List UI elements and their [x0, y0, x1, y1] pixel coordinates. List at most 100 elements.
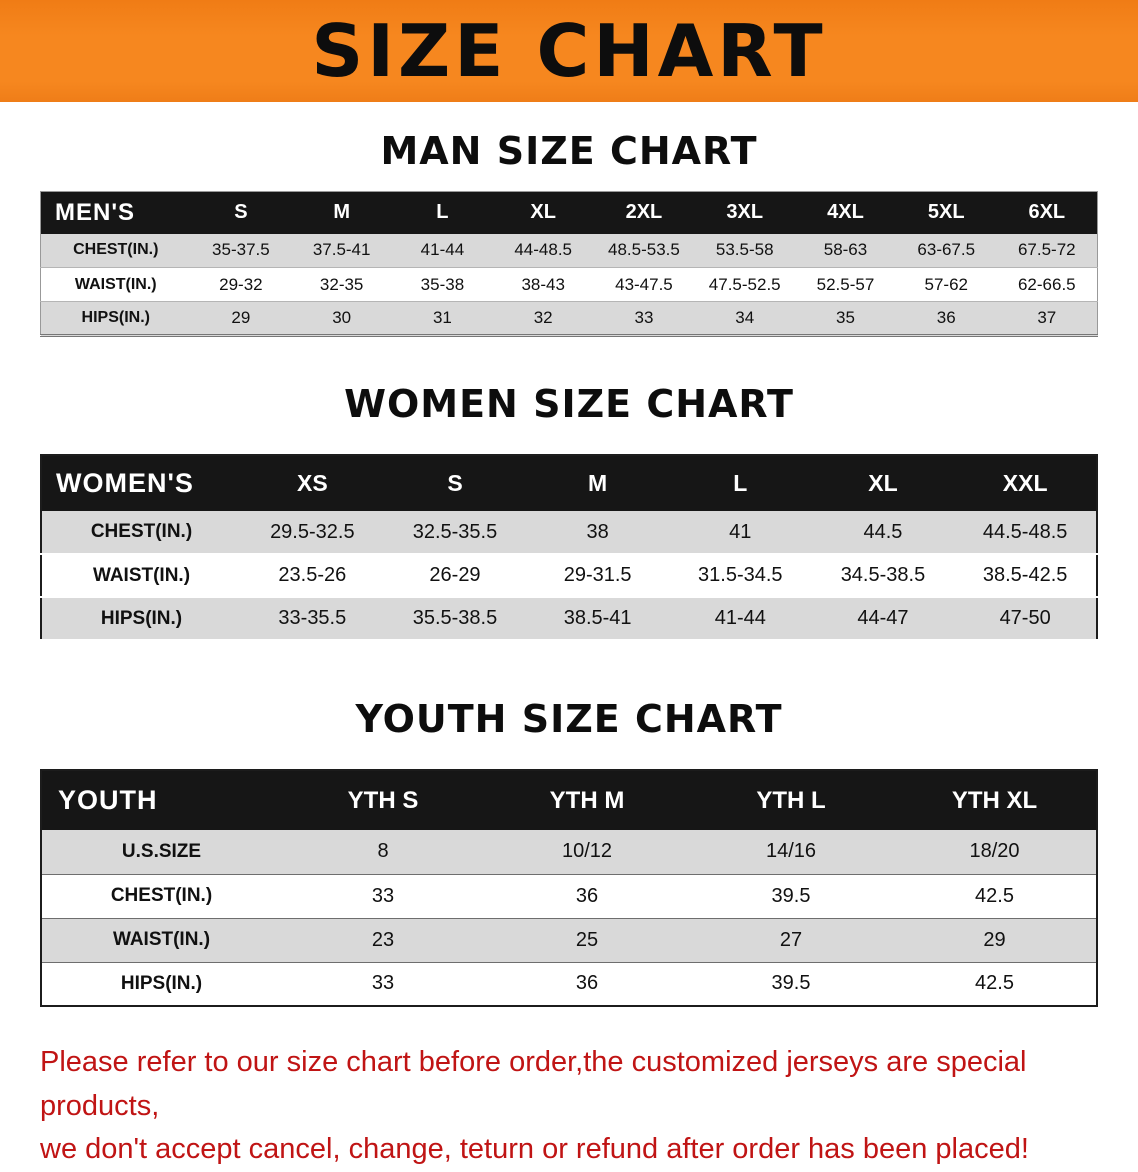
size-value-cell: 42.5	[975, 972, 1014, 995]
measurement-row: WAIST(IN.) 29-32 32-35 35-38 38-43 43-47.5 47.…	[40, 267, 1098, 302]
size-column-header: M	[526, 455, 669, 511]
size-column-header: XXL	[954, 455, 1097, 511]
size-value-cell: 63-67.5	[917, 240, 976, 260]
size-value-cell: 52.5-57	[816, 274, 875, 294]
man-size-chart-section: MAN SIZE CHART MEN'S S M L XL 2XL 3XL 4XL 5XL 6XL…	[0, 129, 1138, 337]
size-column-header: S	[190, 191, 292, 234]
size-value-cell: 35-37.5	[212, 240, 270, 260]
row-label: HIPS(IN.)	[100, 607, 183, 629]
size-value-cell: 14/16	[765, 840, 817, 863]
size-column-header: YTH XL	[893, 770, 1097, 830]
size-value-cell: 67.5-72	[1017, 240, 1076, 260]
size-value-cell: 29.5-32.5	[270, 520, 355, 543]
size-column-header: XL	[492, 191, 594, 234]
measurement-row: HIPS(IN.) 33 36 39.5 42.5	[41, 962, 1097, 1006]
size-value-cell: 44-48.5	[514, 240, 573, 260]
size-value-cell: 29-31.5	[563, 564, 632, 586]
measurement-row: U.S.SIZE 8 10/12 14/16 18/20	[41, 830, 1097, 874]
measurement-row: WAIST(IN.) 23.5-26 26-29 29-31.5 31.5-34.5 34…	[41, 554, 1097, 597]
size-value-cell: 32-35	[319, 274, 364, 294]
size-value-cell: 23.5-26	[278, 564, 347, 586]
youth-size-chart-section: YOUTH SIZE CHART YOUTH YTH S YTH M YTH L YTH…	[0, 697, 1138, 1007]
page-title: SIZE CHART	[311, 9, 827, 93]
man-size-chart-heading: MAN SIZE CHART	[380, 129, 758, 173]
size-value-cell: 18/20	[969, 840, 1020, 863]
size-column-header: L	[668, 455, 812, 511]
table-title-cell: WOMEN'S	[41, 455, 241, 511]
size-value-cell: 58-63	[823, 240, 868, 260]
measurement-row: HIPS(IN.) 29 30 31 32 33 34 35 36 37	[40, 301, 1098, 336]
size-value-cell: 38-43	[521, 274, 565, 294]
table-title-cell: MEN'S	[40, 191, 191, 234]
footer-notice: Please refer to our size chart before or…	[40, 1041, 1098, 1172]
row-label: WAIST(IN.)	[74, 275, 157, 293]
size-column-header: L	[392, 191, 493, 234]
size-value-cell: 62-66.5	[1017, 274, 1076, 294]
size-column-header: 6XL	[996, 191, 1098, 234]
size-column-header: YTH S	[281, 770, 485, 830]
size-value-cell: 53.5-58	[715, 240, 774, 260]
table-header-row: WOMEN'S XS S M L XL XXL	[41, 455, 1097, 511]
size-value-cell: 10/12	[561, 840, 613, 863]
women-size-chart-section: WOMEN SIZE CHART WOMEN'S XS S M L XL XXL CHEST(…	[0, 382, 1138, 641]
size-value-cell: 41-44	[420, 240, 465, 260]
size-value-cell: 47-50	[999, 607, 1051, 629]
table-title-cell: YOUTH	[41, 770, 281, 830]
size-value-cell: 44.5	[863, 520, 903, 543]
measurement-row: WAIST(IN.) 23 25 27 29	[41, 918, 1097, 962]
size-value-cell: 34.5-38.5	[840, 564, 926, 586]
row-label: U.S.SIZE	[121, 840, 202, 862]
size-value-cell: 36	[575, 884, 599, 907]
row-label: CHEST(IN.)	[110, 885, 213, 906]
size-value-cell: 37	[1037, 308, 1057, 327]
size-value-cell: 38	[586, 520, 609, 543]
size-value-cell: 43-47.5	[615, 274, 673, 294]
measurement-row: CHEST(IN.) 35-37.5 37.5-41 41-44 44-48.5 48.5…	[40, 233, 1098, 268]
size-value-cell: 44.5-48.5	[982, 520, 1068, 543]
notice-line-1: Please refer to our size chart before or…	[40, 1046, 1027, 1122]
size-value-cell: 34	[735, 308, 755, 327]
size-value-cell: 39.5	[771, 972, 811, 995]
measurement-row: HIPS(IN.) 33-35.5 35.5-38.5 38.5-41 41-44 44-…	[41, 597, 1097, 640]
size-column-header: S	[383, 455, 527, 511]
size-value-cell: 35.5-38.5	[412, 607, 498, 629]
size-value-cell: 35-38	[420, 274, 465, 294]
size-value-cell: 41-44	[714, 607, 766, 629]
size-column-header: M	[291, 191, 393, 234]
women-size-chart-heading: WOMEN SIZE CHART	[344, 382, 794, 426]
women-size-table: WOMEN'S XS S M L XL XXL CHEST(IN.) 29.5-32.5 32.5…	[40, 454, 1098, 641]
size-value-cell: 41	[729, 520, 752, 543]
row-label: WAIST(IN.)	[92, 564, 191, 586]
measurement-row: CHEST(IN.) 29.5-32.5 32.5-35.5 38 41 44.5 44.5…	[41, 511, 1097, 554]
size-value-cell: 23	[371, 928, 395, 951]
notice-line-2: we don't accept cancel, change, teturn o…	[40, 1133, 1029, 1165]
table-header-row: YOUTH YTH S YTH M YTH L YTH XL	[41, 770, 1097, 830]
row-label: HIPS(IN.)	[120, 972, 203, 994]
table-header-row: MEN'S S M L XL 2XL 3XL 4XL 5XL 6XL	[40, 191, 1098, 234]
size-column-header: 3XL	[694, 191, 796, 234]
size-value-cell: 25	[575, 928, 599, 951]
size-column-header: XL	[811, 455, 955, 511]
row-label: HIPS(IN.)	[81, 309, 150, 326]
size-value-cell: 33	[371, 972, 395, 995]
youth-size-table: YOUTH YTH S YTH M YTH L YTH XL U.S.SIZE 8 10/12…	[40, 769, 1098, 1007]
size-value-cell: 47.5-52.5	[708, 274, 781, 294]
size-value-cell: 37.5-41	[312, 240, 371, 260]
size-column-header: 5XL	[895, 191, 997, 234]
row-label: CHEST(IN.)	[73, 241, 159, 259]
size-value-cell: 36	[575, 972, 599, 995]
size-value-cell: 42.5	[975, 884, 1014, 907]
row-label: CHEST(IN.)	[90, 521, 193, 542]
size-column-header: YTH L	[689, 770, 893, 830]
size-value-cell: 31.5-34.5	[698, 564, 783, 586]
row-label: WAIST(IN.)	[112, 929, 211, 950]
measurement-row: CHEST(IN.) 33 36 39.5 42.5	[41, 874, 1097, 918]
size-value-cell: 32.5-35.5	[412, 520, 498, 543]
size-value-cell: 35	[836, 308, 855, 327]
size-value-cell: 44-47	[857, 607, 909, 629]
size-value-cell: 29	[983, 928, 1006, 951]
size-value-cell: 30	[332, 308, 352, 327]
size-value-cell: 33-35.5	[278, 607, 347, 629]
size-value-cell: 48.5-53.5	[608, 240, 680, 260]
